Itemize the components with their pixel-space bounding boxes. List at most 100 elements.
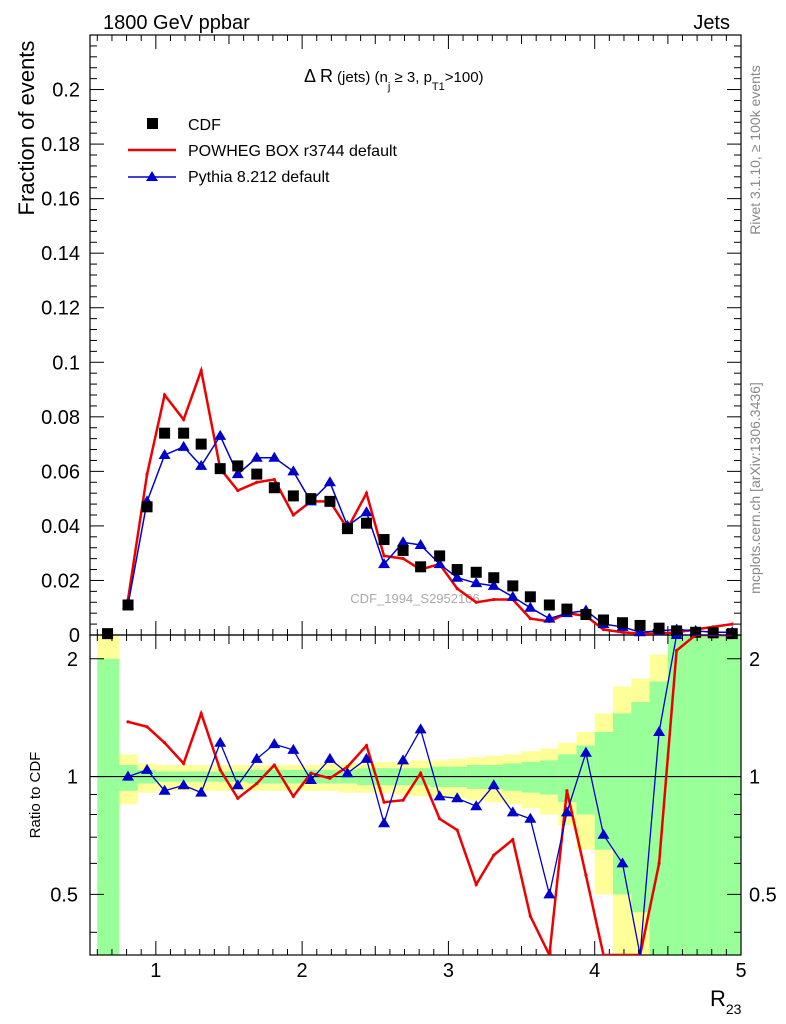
pythia-point <box>433 558 446 569</box>
rivet-label: Rivet 3.1.10, ≥ 100k events <box>747 65 763 235</box>
pythia-ratio-point <box>653 725 666 736</box>
powheg-ratio-point <box>328 776 332 780</box>
powheg-ratio-point <box>291 794 295 798</box>
pythia-ratio-point <box>543 888 556 899</box>
powheg-ratio-point <box>382 800 386 804</box>
ratio-clipped <box>122 635 733 955</box>
pythia-ratio-point <box>616 857 629 868</box>
pythia-point <box>524 601 537 612</box>
header-left: 1800 GeV ppbar <box>103 12 250 34</box>
powheg-ratio-point <box>199 711 203 716</box>
main-series <box>102 365 739 640</box>
powheg-ratio-point <box>511 838 515 842</box>
legend-cdf-label: CDF <box>188 117 221 134</box>
main-y-tick-label: 0.08 <box>41 407 80 429</box>
cdf-point <box>451 564 463 576</box>
powheg-ratio-point <box>255 781 259 786</box>
band-green-bin <box>576 745 595 815</box>
cdf-point <box>580 609 592 621</box>
powheg-point <box>163 393 167 397</box>
powheg-point <box>364 491 369 495</box>
cdf-point <box>561 603 573 615</box>
main-axes: 0 0.02 0.04 0.06 0.08 0.1 0.12 0.14 0.16 0.18 0.2 <box>41 34 742 647</box>
band-green-bin <box>558 754 577 803</box>
powheg-ratio-point <box>584 873 588 877</box>
powheg-ratio-point <box>455 828 459 832</box>
cdf-point <box>341 523 353 535</box>
powheg-point <box>492 597 496 602</box>
ratio-y-tick-label-right: 1 <box>749 767 760 789</box>
powheg-point <box>455 587 459 591</box>
legend-cdf-marker <box>147 118 158 129</box>
pythia-point <box>360 506 373 517</box>
cdf-point <box>543 599 555 611</box>
pythia-point <box>506 590 519 601</box>
ratio-series <box>122 635 733 955</box>
pythia-ratio-point <box>287 743 300 754</box>
pythia-ratio-point <box>560 806 573 817</box>
powheg-line <box>126 365 733 635</box>
pythia-point <box>397 536 410 547</box>
pythia-ratio-point <box>433 790 446 801</box>
plot-title: Δ R (jets) (nj ≥ 3, pT1>100) <box>304 66 484 93</box>
powheg-ratio-point <box>145 725 149 729</box>
cdf-point <box>287 490 299 502</box>
pythia-point <box>158 449 171 459</box>
pythia-ratio-point <box>158 784 171 795</box>
main-y-tick-label: 0.02 <box>41 570 80 592</box>
ratio-y-tick-label: 0.5 <box>50 884 78 906</box>
main-y-tick-label: 0.14 <box>41 243 80 265</box>
pythia-point <box>214 429 227 440</box>
powheg-ratio-point <box>474 882 478 887</box>
ratio-xlabel-main: R <box>710 986 726 1011</box>
cdf-point <box>360 517 372 529</box>
pythia-point <box>323 476 336 487</box>
powheg-point <box>272 477 276 482</box>
powheg-ratio-point <box>438 817 442 821</box>
pythia-point <box>177 440 190 451</box>
cdf-point <box>507 580 519 592</box>
pythia-point <box>268 451 281 462</box>
legend-powheg-label: POWHEG BOX r3744 default <box>188 143 398 160</box>
powheg-point <box>145 472 149 476</box>
pythia-ratio-point <box>670 635 683 639</box>
pythia-point <box>414 539 427 549</box>
powheg-ratio-point <box>528 914 532 918</box>
legend-pythia-label: Pythia 8.212 default <box>188 169 330 186</box>
cdf-point <box>671 625 683 637</box>
ratio-y-tick-label-right: 2 <box>749 649 760 671</box>
band-green-bin <box>594 731 613 850</box>
main-y-tick-label: 0.06 <box>41 461 80 483</box>
legend: CDF POWHEG BOX r3744 default Pythia 8.21… <box>128 117 398 186</box>
band-green-bin <box>631 702 650 913</box>
powheg-ratio-point <box>272 763 276 767</box>
cdf-point <box>159 427 171 439</box>
pythia-point <box>231 468 244 479</box>
cdf-point <box>102 628 114 640</box>
pythia-point <box>487 579 500 590</box>
ratio-axes: 1 2 3 4 5 0.5 0.5 1 1 2 2 <box>50 634 777 982</box>
pythia-ratio-point <box>487 779 500 790</box>
cdf-point <box>617 617 629 629</box>
cdf-point <box>653 622 665 634</box>
ratio-xlabel-sub: 23 <box>726 1001 742 1017</box>
pythia-ratio-point <box>304 773 317 784</box>
powheg-ratio-point <box>419 771 423 775</box>
powheg-point <box>199 368 203 373</box>
powheg-ratio-point <box>492 853 496 857</box>
cdf-point <box>690 626 702 638</box>
pythia-ratio-point <box>341 767 354 778</box>
powheg-ratio-point <box>565 789 569 793</box>
cdf-point <box>470 566 482 578</box>
band-green-bin <box>722 635 741 955</box>
cdf-point <box>634 619 646 631</box>
cdf-point <box>726 628 738 640</box>
ratio-y-tick-label-right: 0.5 <box>749 884 777 906</box>
cdf-point <box>434 550 446 562</box>
cdf-point <box>305 493 317 505</box>
powheg-point <box>474 600 478 604</box>
powheg-ratio-point <box>675 648 679 653</box>
main-y-tick-label: 0.1 <box>52 352 80 374</box>
pythia-point <box>451 571 464 582</box>
pythia-point <box>378 558 391 569</box>
